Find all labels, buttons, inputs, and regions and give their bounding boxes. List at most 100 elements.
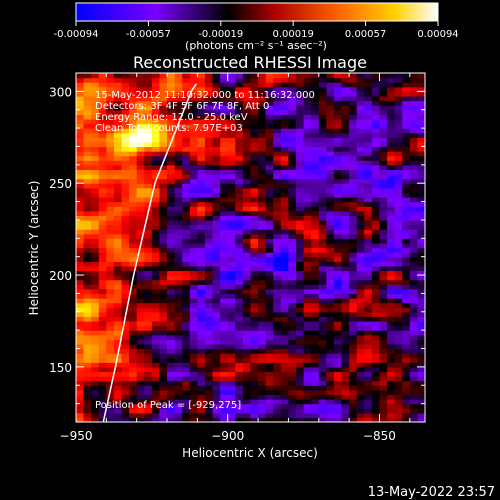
heatmap-cell [303, 174, 312, 180]
heatmap-cell [417, 206, 425, 212]
heatmap-cell [182, 146, 191, 152]
heatmap-cell [76, 256, 85, 262]
heatmap-cell [265, 192, 274, 198]
heatmap-cell [379, 348, 388, 354]
heatmap-cell [91, 146, 100, 152]
heatmap-cell [273, 307, 282, 313]
heatmap-cell [129, 261, 138, 267]
heatmap-cell [182, 155, 191, 161]
heatmap-cell [76, 330, 85, 336]
heatmap-cell [76, 353, 85, 359]
heatmap-cell [371, 151, 381, 157]
heatmap-cell [394, 417, 403, 422]
heatmap-cell [280, 261, 290, 267]
heatmap-cell [167, 206, 176, 212]
heatmap-cell [326, 293, 335, 299]
heatmap-cell [409, 164, 419, 171]
heatmap-cell [417, 229, 425, 235]
heatmap-cell [379, 256, 388, 262]
heatmap-cell [341, 183, 350, 189]
heatmap-cell [402, 371, 411, 377]
heatmap-cell [212, 187, 221, 193]
heatmap-cell [227, 100, 236, 106]
heatmap-cell [174, 201, 183, 207]
heatmap-cell [402, 105, 411, 111]
heatmap-cell [106, 302, 115, 308]
heatmap-cell [136, 412, 145, 419]
heatmap-cell [296, 252, 305, 258]
heatmap-cell [242, 229, 252, 235]
heatmap-cell [371, 95, 381, 102]
heatmap-cell [212, 164, 221, 171]
heatmap-cell [250, 325, 259, 331]
heatmap-cell [258, 242, 267, 249]
heatmap-cell [182, 160, 191, 166]
heatmap-cell [174, 183, 183, 189]
heatmap-cell [303, 412, 312, 419]
heatmap-cell [379, 100, 388, 106]
heatmap-cell [356, 160, 365, 166]
heatmap-cell [121, 77, 130, 83]
heatmap-cell [227, 408, 236, 414]
heatmap-cell [371, 279, 381, 285]
heatmap-cell [356, 128, 365, 134]
heatmap-cell [144, 353, 153, 359]
heatmap-cell [409, 95, 419, 102]
heatmap-cell [265, 252, 274, 258]
heatmap-cell [220, 261, 229, 267]
heatmap-cell [91, 357, 100, 363]
heatmap-cell [83, 385, 92, 391]
heatmap-cell [220, 210, 229, 216]
heatmap-cell [341, 403, 350, 409]
heatmap-cell [288, 343, 297, 350]
heatmap-cell [174, 362, 183, 368]
heatmap-cell [242, 394, 252, 400]
heatmap-cell [280, 132, 290, 138]
heatmap-cell [159, 187, 168, 193]
heatmap-cell [371, 353, 381, 359]
heatmap-cell [136, 399, 145, 405]
heatmap-cell [265, 353, 274, 359]
heatmap-cell [258, 325, 267, 331]
heatmap-cell [235, 311, 244, 317]
heatmap-cell [296, 362, 305, 368]
heatmap-cell [288, 385, 297, 391]
heatmap-cell [333, 178, 343, 184]
heatmap-cell [303, 288, 312, 295]
heatmap-cell [144, 132, 153, 138]
heatmap-cell [159, 403, 168, 409]
heatmap-cell [174, 164, 183, 171]
heatmap-cell [174, 100, 183, 106]
heatmap-cell [106, 256, 115, 262]
heatmap-cell [159, 275, 168, 281]
heatmap-cell [113, 279, 123, 285]
heatmap-cell [341, 412, 350, 419]
heatmap-cell [76, 206, 85, 212]
heatmap-cell [227, 293, 236, 299]
heatmap-cell [129, 210, 138, 216]
heatmap-cell [197, 141, 206, 148]
heatmap-cell [204, 316, 214, 322]
heatmap-cell [364, 256, 373, 262]
heatmap-cell [326, 192, 335, 198]
heatmap-cell [144, 187, 153, 193]
heatmap-cell [402, 298, 411, 304]
heatmap-cell [288, 348, 297, 354]
heatmap-cell [341, 196, 350, 203]
heatmap-cell [318, 270, 327, 276]
heatmap-cell [144, 109, 153, 115]
heatmap-cell [250, 91, 259, 97]
heatmap-cell [212, 100, 221, 106]
heatmap-cell [341, 320, 350, 327]
heatmap-cell [220, 206, 229, 212]
heatmap-cell [303, 325, 312, 331]
heatmap-cell [129, 256, 138, 262]
heatmap-cell [129, 242, 138, 249]
heatmap-cell [394, 91, 403, 97]
heatmap-cell [318, 316, 327, 322]
heatmap-cell [265, 219, 274, 226]
heatmap-cell [121, 160, 130, 166]
heatmap-cell [220, 412, 229, 419]
heatmap-cell [204, 174, 214, 180]
heatmap-cell [83, 201, 92, 207]
